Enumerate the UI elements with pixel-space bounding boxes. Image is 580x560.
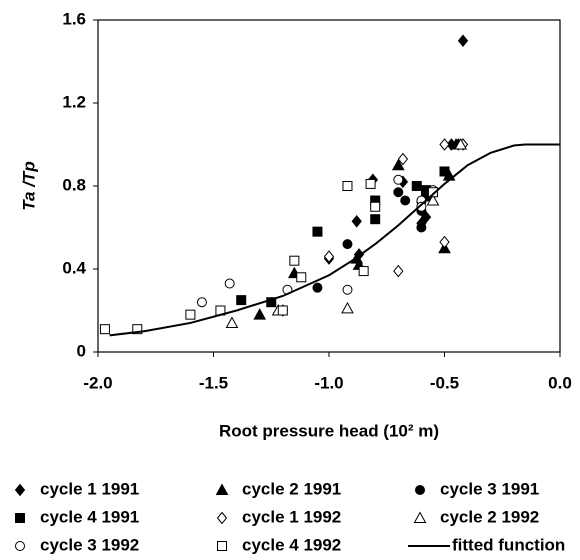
x-tick-label: -0.5 [430, 373, 459, 392]
legend-label: cycle 3 1991 [440, 479, 539, 498]
marker [416, 201, 427, 212]
marker [342, 181, 353, 191]
marker [342, 284, 353, 295]
marker [196, 297, 207, 308]
y-axis-label: Ta /Tp [19, 161, 38, 210]
legend-label: cycle 2 1991 [242, 479, 341, 498]
marker [411, 181, 422, 191]
legend-label: cycle 4 1992 [242, 535, 341, 554]
y-tick-label: 1.2 [62, 92, 86, 111]
marker [358, 266, 369, 277]
legend-marker [15, 541, 25, 551]
legend-label: fitted function [452, 535, 565, 554]
plot-frame [97, 19, 561, 353]
marker [312, 282, 323, 293]
marker [99, 324, 110, 335]
x-axis-label: Root pressure head (10² m) [219, 421, 439, 440]
legend-label: cycle 1 1992 [242, 507, 341, 526]
legend-label: cycle 1 1991 [40, 479, 139, 498]
legend-label: cycle 4 1991 [40, 507, 139, 526]
y-tick-label: 1.6 [62, 9, 86, 28]
marker [393, 264, 404, 278]
marker [426, 193, 440, 206]
marker [289, 255, 300, 266]
x-tick-label: 0.0 [548, 373, 572, 392]
marker [454, 137, 468, 150]
marker [391, 158, 405, 171]
marker [457, 34, 469, 48]
marker [266, 297, 277, 308]
marker [393, 187, 404, 198]
legend-label: cycle 2 1992 [440, 507, 539, 526]
marker [427, 187, 438, 198]
fitted-line [109, 143, 560, 337]
y-tick-label: 0 [77, 341, 86, 360]
marker [225, 316, 239, 328]
legend-marker [217, 541, 227, 551]
marker [400, 195, 411, 206]
legend-marker [15, 513, 25, 523]
legend-marker [14, 483, 26, 497]
marker [341, 301, 354, 314]
marker [365, 178, 376, 189]
marker [351, 214, 362, 228]
marker [323, 250, 335, 263]
marker [185, 309, 196, 320]
marker [342, 239, 353, 250]
marker [370, 214, 381, 225]
marker [224, 278, 235, 289]
x-tick-label: -2.0 [83, 373, 112, 392]
marker [439, 138, 450, 151]
y-tick-label: 0.8 [62, 175, 86, 194]
legend-label: cycle 3 1992 [40, 535, 139, 554]
marker [393, 174, 404, 185]
marker [397, 152, 409, 166]
marker [439, 166, 450, 177]
marker [236, 295, 247, 306]
marker [370, 201, 381, 212]
marker [296, 272, 307, 283]
legend-marker [215, 483, 229, 495]
legend-marker [415, 485, 425, 495]
x-tick-label: -1.5 [199, 373, 228, 392]
marker [277, 305, 288, 316]
marker [253, 308, 267, 320]
legend-marker [216, 511, 228, 525]
x-tick-label: -1.0 [314, 373, 343, 392]
marker [416, 222, 427, 233]
legend-marker [413, 511, 427, 523]
marker [439, 235, 450, 249]
marker [312, 226, 323, 237]
y-tick-label: 0.4 [62, 258, 86, 277]
marker [132, 324, 143, 335]
